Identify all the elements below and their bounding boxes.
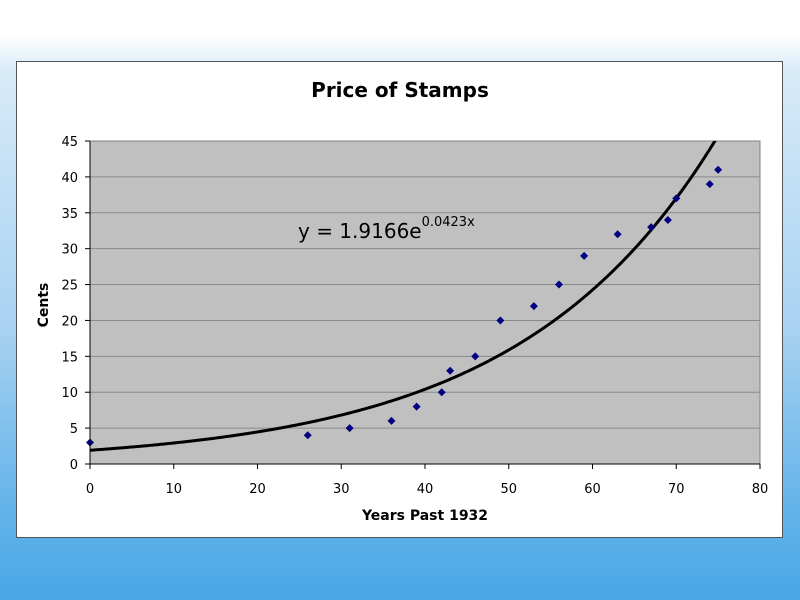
data-point — [580, 251, 589, 260]
y-tick-label: 0 — [70, 458, 78, 473]
trendline — [90, 141, 717, 452]
y-tick-label: 5 — [70, 422, 78, 437]
y-tick-label: 20 — [61, 314, 78, 329]
y-tick-label: 15 — [61, 350, 78, 365]
y-tick-label: 35 — [61, 207, 78, 222]
x-tick-label: 50 — [500, 482, 517, 497]
x-tick-label: 70 — [668, 482, 685, 497]
y-axis-title: Cents — [36, 283, 52, 328]
axes — [85, 140, 761, 469]
data-point — [555, 280, 563, 289]
data-point — [387, 416, 396, 425]
equation-exponent: 0.0423x — [422, 215, 475, 230]
data-point — [345, 424, 354, 433]
chart-title: Price of Stamps — [311, 78, 489, 102]
data-point — [529, 302, 538, 311]
x-tick-labels: 0 10 20 30 40 50 60 70 80 — [86, 482, 768, 497]
y-tick-label: 45 — [61, 135, 78, 150]
x-axis-title: Years Past 1932 — [361, 508, 488, 524]
data-point — [705, 180, 714, 189]
y-tick-labels: 0 5 10 15 20 25 30 35 40 45 — [61, 135, 78, 473]
x-tick-label: 10 — [165, 482, 182, 497]
gridlines — [90, 176, 760, 429]
y-tick-label: 25 — [61, 279, 78, 294]
data-point — [446, 366, 455, 375]
trendline-equation: y = 1.9166e0.0423x — [298, 215, 475, 243]
x-tick-label: 30 — [333, 482, 350, 497]
data-point — [303, 431, 312, 440]
x-tick-label: 60 — [584, 482, 601, 497]
data-point — [412, 402, 421, 411]
y-tick-label: 10 — [61, 386, 78, 401]
data-point — [672, 194, 681, 203]
x-tick-label: 80 — [752, 482, 769, 497]
data-point — [714, 165, 723, 174]
data-point — [471, 352, 480, 361]
data-point — [613, 230, 622, 239]
data-point — [496, 316, 505, 325]
y-tick-label: 30 — [61, 243, 78, 258]
data-point — [437, 388, 446, 397]
x-tick-label: 40 — [417, 482, 434, 497]
x-tick-label: 20 — [249, 482, 266, 497]
x-tick-label: 0 — [86, 482, 94, 497]
equation-base: y = 1.9166e — [298, 219, 422, 243]
trendline-curve — [90, 141, 717, 452]
y-tick-label: 40 — [61, 171, 78, 186]
data-point — [647, 223, 656, 232]
data-point — [663, 215, 672, 224]
plot-area — [89, 140, 761, 465]
